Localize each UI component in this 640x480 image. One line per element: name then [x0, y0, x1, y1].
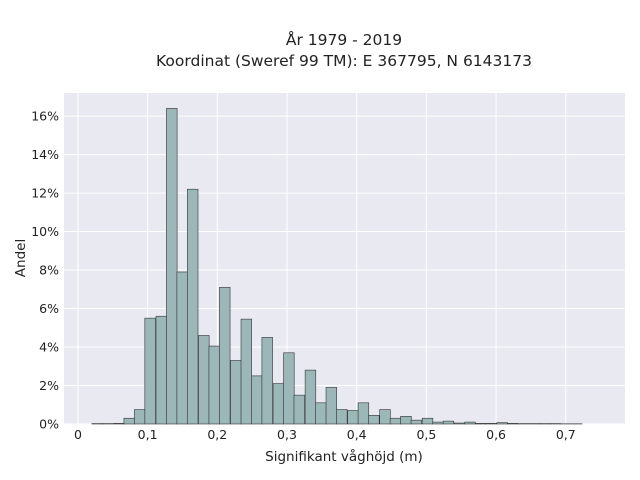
- x-tick-label: 0,4: [347, 427, 367, 442]
- histogram-bar: [474, 423, 487, 425]
- histogram-bar: [198, 335, 210, 425]
- histogram-bar: [123, 417, 135, 425]
- y-tick-label: 0%: [39, 417, 59, 432]
- histogram-bar: [453, 422, 466, 425]
- histogram-bar: [176, 271, 188, 425]
- histogram-bar: [389, 417, 402, 425]
- histogram-bar: [485, 423, 497, 425]
- histogram-bar: [379, 409, 391, 425]
- y-axis-label: Andel: [13, 239, 29, 277]
- x-tick-label: 0,7: [556, 427, 576, 442]
- y-axis-ticks: 0% 2% 4% 6% 8% 10% 12% 14% 16%: [31, 109, 59, 432]
- x-tick-label: 0,1: [138, 427, 158, 442]
- histogram-bar: [272, 383, 285, 425]
- histogram-bar: [261, 337, 273, 425]
- histogram-bar: [368, 415, 380, 425]
- histogram-bar: [410, 419, 423, 425]
- y-tick-label: 6%: [39, 301, 59, 316]
- x-tick-label: 0,3: [277, 427, 297, 442]
- y-tick-label: 8%: [39, 263, 59, 278]
- histogram-bar: [304, 369, 317, 425]
- histogram-bar: [325, 387, 337, 425]
- histogram-bar: [442, 420, 455, 425]
- histogram-bar: [251, 375, 263, 425]
- histogram-bar: [283, 352, 295, 425]
- histogram-bar: [240, 318, 252, 425]
- x-axis-ticks: 0 0,1 0,2 0,3 0,4 0,5 0,6 0,7: [74, 427, 576, 442]
- histogram-bar: [464, 421, 476, 425]
- histogram-bar: [134, 409, 146, 425]
- histogram-bar: [357, 402, 370, 425]
- histogram-bar: [496, 422, 508, 425]
- y-tick-label: 2%: [39, 378, 59, 393]
- y-tick-label: 12%: [31, 186, 59, 201]
- x-tick-label: 0: [74, 427, 82, 442]
- histogram-bar: [230, 360, 242, 425]
- bars: [91, 108, 583, 425]
- histogram-bar: [400, 416, 412, 425]
- histogram-bar: [347, 410, 359, 425]
- histogram-bar: [166, 108, 178, 425]
- histogram-bar: [113, 423, 125, 425]
- histogram-bar: [506, 423, 519, 425]
- histogram-bar: [293, 394, 305, 425]
- x-tick-label: 0,5: [416, 427, 436, 442]
- histogram-bar: [336, 409, 348, 425]
- histogram-bar: [208, 345, 220, 425]
- chart-subtitle: Koordinat (Sweref 99 TM): E 367795, N 61…: [156, 52, 532, 70]
- x-tick-label: 0,2: [207, 427, 227, 442]
- histogram-bar: [187, 188, 199, 425]
- histogram-bar: [432, 421, 444, 425]
- histogram-bar: [144, 317, 156, 425]
- y-tick-label: 14%: [31, 147, 59, 162]
- x-axis-label: Signifikant våghöjd (m): [265, 448, 423, 465]
- chart-title: År 1979 - 2019: [286, 30, 402, 49]
- histogram-bar: [155, 315, 167, 425]
- y-tick-label: 16%: [31, 109, 59, 124]
- histogram-bar: [219, 287, 231, 425]
- histogram-bar: [421, 417, 434, 425]
- y-tick-label: 10%: [31, 224, 59, 239]
- y-tick-label: 4%: [39, 340, 59, 355]
- histogram-bar: [315, 402, 327, 425]
- x-tick-label: 0,6: [486, 427, 506, 442]
